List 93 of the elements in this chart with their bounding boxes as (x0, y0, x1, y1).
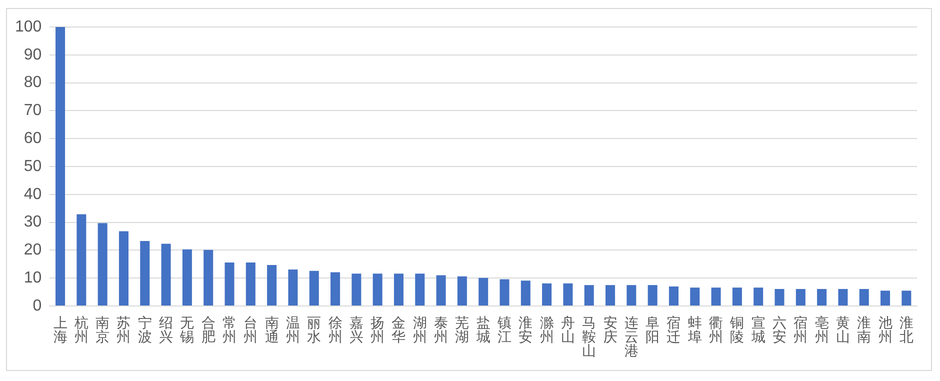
bar (415, 274, 425, 306)
bar (902, 290, 912, 306)
x-tick-label: 宿迁 (666, 316, 681, 346)
bar (859, 288, 869, 306)
bar (500, 279, 510, 306)
x-tick-label: 扬州 (370, 316, 385, 346)
x-tick-label: 常州 (222, 316, 236, 346)
bar (584, 285, 594, 306)
bar (98, 223, 108, 306)
x-tick-label: 无锡 (179, 316, 194, 346)
x-tick-label: 杭州 (73, 316, 88, 346)
bar (309, 270, 319, 306)
x-tick-label: 连云港 (624, 316, 638, 360)
bar (796, 288, 806, 306)
x-tick-label: 苏州 (116, 316, 131, 346)
bar (182, 249, 192, 306)
bar (118, 231, 128, 306)
x-tick-label: 金华 (392, 316, 406, 346)
x-tick-label: 阜阳 (646, 316, 660, 346)
x-tick-label: 宿州 (794, 316, 808, 346)
x-tick-label: 绍兴 (159, 316, 174, 346)
bar (711, 288, 721, 306)
x-tick-label: 丽水 (307, 316, 322, 346)
y-tick-label: 0 (32, 297, 42, 314)
bar (626, 285, 636, 306)
x-tick-label: 泰州 (434, 316, 448, 346)
bar (838, 288, 848, 306)
bar (246, 262, 256, 306)
y-tick-label: 60 (24, 130, 42, 148)
y-tick-label: 30 (24, 214, 42, 231)
x-tick-label: 台州 (244, 316, 258, 346)
x-tick-label: 六安 (772, 316, 786, 346)
x-tick-label: 亳州 (814, 316, 829, 346)
bar (267, 264, 277, 306)
x-tick-label: 上海 (53, 316, 68, 346)
bar (817, 288, 827, 306)
x-tick-label: 宣城 (750, 316, 766, 346)
x-tick-label: 宁波 (138, 316, 152, 346)
x-tick-label: 淮安 (518, 316, 533, 346)
x-tick-label: 镇江 (496, 316, 512, 346)
x-tick-label: 盐城 (475, 316, 490, 346)
y-tick-label: 90 (24, 46, 42, 64)
y-tick-label: 70 (24, 102, 42, 120)
x-tick-label: 湖州 (412, 316, 427, 346)
x-tick-label: 铜陵 (729, 316, 744, 346)
y-tick-label: 100 (14, 18, 42, 36)
x-tick-label: 淮北 (899, 316, 914, 346)
x-tick-label: 安庆 (603, 316, 618, 346)
x-tick-label: 徐州 (328, 316, 342, 346)
y-tick-label: 20 (24, 242, 42, 259)
y-tick-label: 50 (24, 158, 42, 175)
bar (648, 285, 658, 306)
y-tick-label: 80 (24, 74, 42, 92)
bar (204, 250, 214, 306)
bar (880, 290, 890, 306)
bar (774, 288, 784, 306)
bar (478, 278, 488, 306)
x-tick-label: 马鞍山 (582, 316, 596, 360)
bar (76, 214, 86, 306)
bar (161, 244, 171, 306)
bar (606, 285, 616, 306)
x-tick-label: 衢州 (709, 316, 724, 346)
bar (288, 269, 298, 306)
y-tick-label: 40 (24, 186, 42, 203)
x-tick-label: 嘉兴 (349, 316, 364, 346)
bar (542, 283, 552, 306)
x-tick-label: 池州 (878, 316, 892, 346)
bar (668, 286, 678, 306)
x-tick-label: 南京 (96, 316, 110, 346)
bar (754, 288, 764, 306)
x-tick-label: 舟山 (560, 316, 575, 346)
bar (690, 288, 700, 306)
bar (352, 274, 362, 306)
x-tick-label: 淮南 (857, 316, 872, 346)
bar (436, 275, 446, 306)
x-tick-label: 合肥 (201, 316, 216, 346)
x-tick-label: 蚌埠 (686, 316, 702, 346)
bar (457, 276, 467, 306)
x-tick-label: 温州 (286, 316, 300, 346)
bar (563, 283, 573, 306)
y-tick-label: 10 (24, 270, 42, 287)
bar (732, 288, 742, 306)
x-tick-label: 滁州 (540, 316, 554, 346)
bar (394, 274, 404, 306)
x-tick-label: 芜湖 (455, 316, 470, 346)
x-tick-label: 黄山 (836, 316, 850, 346)
bar (56, 27, 66, 306)
bar (520, 280, 530, 306)
bar (372, 274, 382, 306)
bar (224, 262, 234, 306)
bar (330, 272, 340, 306)
x-tick-label: 南通 (264, 316, 279, 346)
bar (140, 240, 150, 306)
